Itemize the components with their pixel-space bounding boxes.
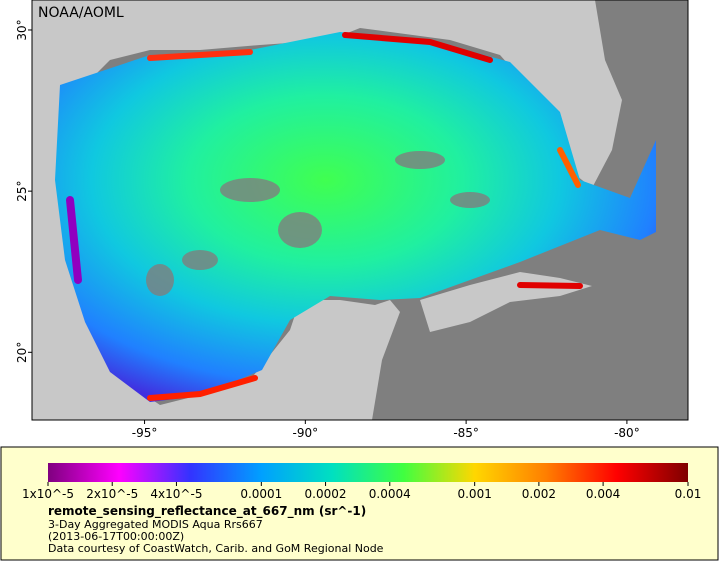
colorbar-tick-label: 1x10^-5 (22, 487, 74, 501)
colorbar-tick-label: 0.004 (586, 487, 620, 501)
legend-title: remote_sensing_reflectance_at_667_nm (sr… (48, 504, 366, 519)
colorbar-tick-label: 2x10^-5 (86, 487, 138, 501)
lon-tick-label: -90° (293, 426, 319, 440)
land (32, 0, 622, 420)
coastal-high (66, 32, 583, 401)
colorbar (48, 463, 688, 482)
ticks: 30° 25° 20° -95° -90° -85° -80° (15, 19, 640, 440)
map: NOAA/AOML (32, 0, 688, 420)
lat-tick-label: 25° (15, 181, 29, 202)
lon-tick-label: -85° (453, 426, 479, 440)
colorbar-tick-label: 0.002 (522, 487, 556, 501)
colorbar-ticks: 1x10^-5 2x10^-5 4x10^-5 0.0001 0.0002 0.0004 0… (22, 482, 701, 501)
lon-tick-label: -80° (614, 426, 640, 440)
colorbar-tick-label: 0.0004 (369, 487, 411, 501)
lat-tick-label: 30° (15, 19, 29, 40)
cloud-gaps (146, 151, 490, 296)
credit: NOAA/AOML (38, 5, 124, 21)
lon-tick-label: -95° (132, 426, 158, 440)
map-frame (31, 0, 689, 421)
colorbar-tick-label: 0.0002 (305, 487, 347, 501)
colorbar-tick-label: 4x10^-5 (150, 487, 202, 501)
colorbar-tick-label: 0.001 (457, 487, 491, 501)
legend-source: Data courtesy of CoastWatch, Carib. and … (48, 542, 384, 555)
sea-surface-data (55, 32, 656, 402)
lat-tick-label: 20° (15, 342, 29, 363)
colorbar-tick-label: 0.01 (675, 487, 702, 501)
legend-subtitle: 3-Day Aggregated MODIS Aqua Rrs667 (48, 518, 263, 531)
legend-time: (2013-06-17T00:00:00Z) (48, 530, 184, 543)
colorbar-tick-label: 0.0001 (240, 487, 282, 501)
